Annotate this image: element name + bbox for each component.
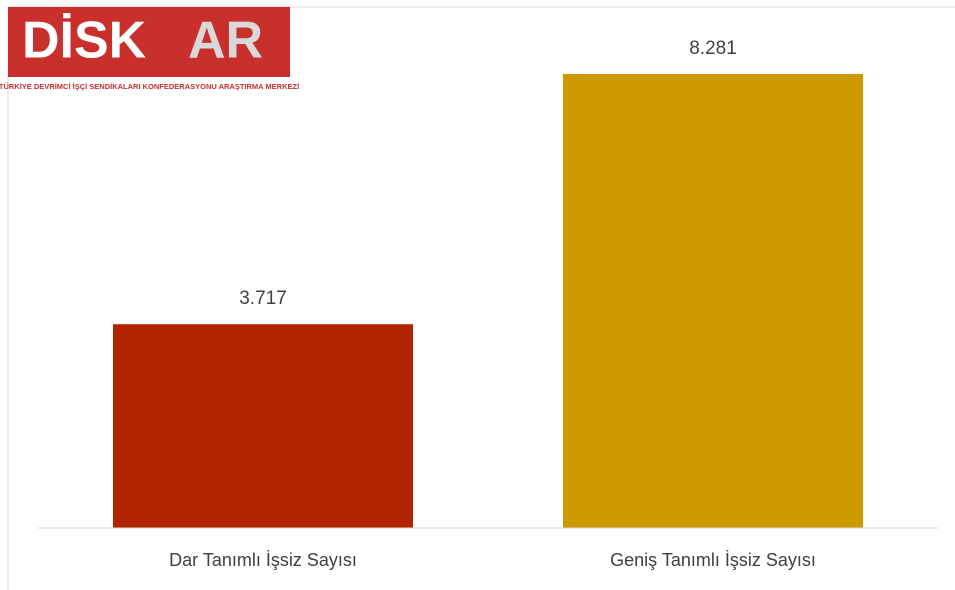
logo-name: DİSK: [22, 12, 147, 70]
bar: [113, 324, 413, 528]
bar: [563, 74, 863, 528]
logo-accent: AR: [188, 12, 263, 70]
x-tick-label: Geniş Tanımlı İşsiz Sayısı: [610, 550, 816, 570]
x-tick-label: Dar Tanımlı İşsiz Sayısı: [169, 550, 357, 570]
logo-background: [8, 7, 290, 77]
logo-tagline: TÜRKİYE DEVRİMCİ İŞÇİ SENDİKALARI KONFED…: [0, 82, 299, 91]
data-label: 8.281: [689, 38, 737, 59]
data-label: 3.717: [239, 288, 287, 309]
